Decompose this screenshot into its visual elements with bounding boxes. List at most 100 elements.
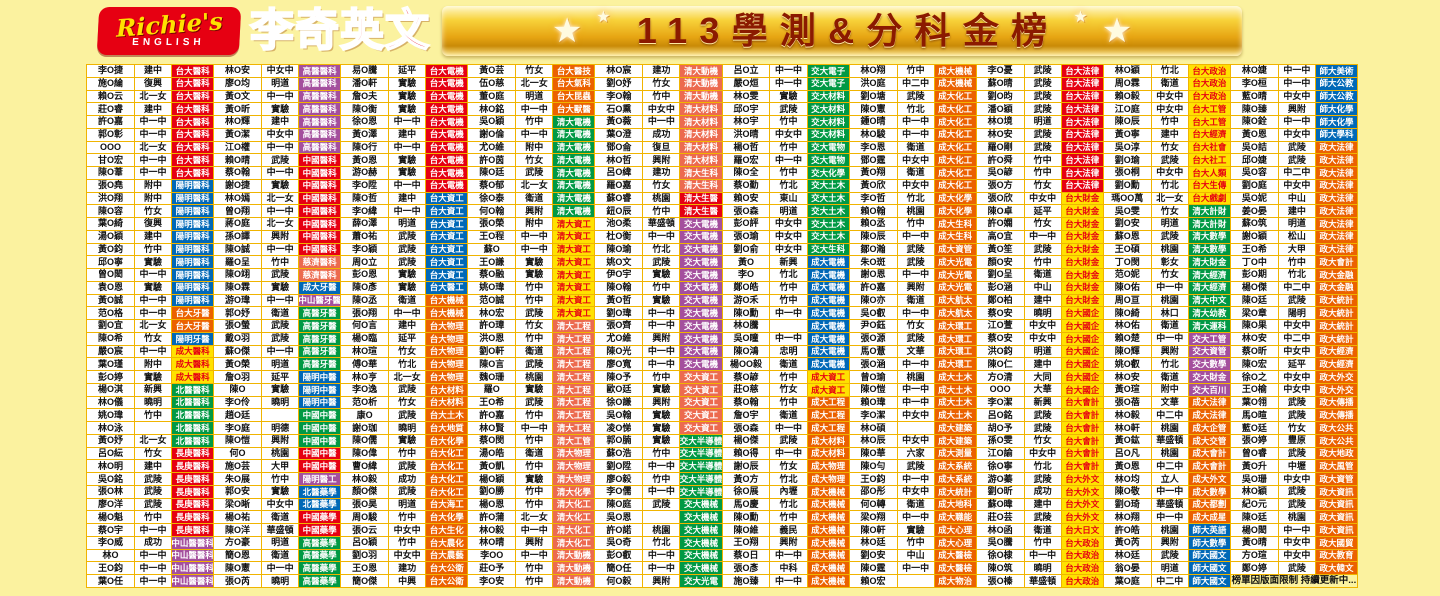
high-school-cell: 中女中 [1278, 371, 1315, 383]
student-name-cell: 陳O勻 [849, 460, 897, 473]
student-name-cell: 黃O恩 [341, 154, 389, 167]
high-school-cell: 竹北 [1151, 179, 1188, 192]
university-cell: 交大機械 [680, 562, 722, 575]
university-cell: 中國中醫 [299, 409, 341, 422]
student-name-cell: 陳O鴻 [722, 345, 770, 358]
student-name-cell: 林O穎 [1230, 485, 1278, 498]
high-school-cell: 實驗 [516, 383, 553, 396]
university-cell: 台大醫科 [172, 90, 214, 103]
high-school-cell: 建中 [389, 192, 426, 205]
high-school-cell: 武陵 [516, 358, 553, 371]
high-school-cell: 竹女 [516, 65, 553, 77]
high-school-cell: 中一中 [897, 473, 934, 485]
university-cell: 台大法律 [1061, 179, 1103, 192]
university-cell: 政大統計 [1315, 332, 1357, 345]
student-name-cell: 楊O閎 [1230, 524, 1278, 536]
high-school-cell: 中二中 [1278, 167, 1315, 179]
student-name-cell: 李O桓 [1230, 77, 1278, 90]
university-cell: 政大公共 [1315, 434, 1357, 447]
student-name-cell: 賴O毅 [1103, 90, 1151, 103]
high-school-cell: 武陵 [1151, 154, 1188, 167]
university-cell: 政大傳播 [1315, 409, 1357, 422]
student-name-cell: 紀O元 [1230, 498, 1278, 511]
university-cell: 台大外文 [1061, 473, 1103, 485]
university-cell: 交大機械 [680, 524, 722, 536]
university-cell: 清大動機 [680, 90, 722, 103]
student-name-cell: 林O婕 [1230, 65, 1278, 77]
high-school-cell: 中一中 [134, 167, 172, 179]
university-cell: 成大地科 [934, 498, 976, 511]
high-school-cell: 竹女 [1151, 269, 1188, 281]
high-school-cell: 武陵 [1024, 128, 1061, 141]
student-name-cell: 蔡O安 [976, 307, 1024, 320]
student-name-cell: 杜O衡 [595, 230, 643, 243]
university-cell: 清大物理 [553, 447, 595, 460]
student-name-cell: 林O安 [1230, 332, 1278, 345]
student-name-cell: 郭O腩 [595, 434, 643, 447]
student-name-cell: 李O安 [468, 575, 516, 587]
high-school-cell: 延平 [1278, 358, 1315, 371]
student-name-cell: 廖O均 [214, 77, 261, 90]
high-school-cell: 衛道 [770, 358, 807, 371]
student-name-cell: 李O恩 [849, 141, 897, 154]
university-cell: 台大地質 [426, 422, 468, 434]
student-name-cell: 許O皓 [1103, 524, 1151, 536]
student-name-cell: 張O榮 [468, 218, 516, 230]
student-name-cell: 李OO [468, 549, 516, 562]
student-name-cell: 李O逸 [341, 383, 389, 396]
student-name-cell: 鄒O瀚 [849, 243, 897, 256]
high-school-cell: 中女中 [1278, 383, 1315, 396]
high-school-cell: 竹女 [134, 447, 172, 460]
student-name-cell: 蔡O日 [722, 549, 770, 562]
student-name-cell: 尹O鈺 [849, 320, 897, 332]
university-cell: 長庚醫科 [172, 511, 214, 524]
high-school-cell: 武陵 [134, 498, 172, 511]
university-cell: 台大醫工 [426, 281, 468, 294]
university-cell: 台大會計 [1061, 460, 1103, 473]
high-school-cell: 竹中 [643, 281, 680, 294]
university-cell: 台大公衛 [426, 562, 468, 575]
university-cell: 清大數學 [1188, 243, 1230, 256]
university-cell: 成大機械 [807, 511, 849, 524]
high-school-cell: 文華 [897, 345, 934, 358]
student-name-cell: 郭O妤 [214, 307, 261, 320]
high-school-cell: 武陵 [1024, 90, 1061, 103]
student-name-cell: 李O捷 [87, 65, 134, 77]
student-name-cell: 陳O光 [595, 345, 643, 358]
university-cell: 成大物理 [807, 460, 849, 473]
high-school-cell: 六家 [897, 447, 934, 460]
high-school-cell: 大華 [1024, 383, 1061, 396]
university-cell: 台大財金 [1061, 230, 1103, 243]
high-school-cell: 實驗 [389, 103, 426, 116]
university-cell: 成大外文 [1188, 473, 1230, 485]
student-name-cell: 張O翔 [341, 307, 389, 320]
high-school-cell: 內壢 [770, 485, 807, 498]
university-cell: 台大醫科 [172, 141, 214, 154]
high-school-cell: 明道 [1278, 218, 1315, 230]
high-school-cell: 竹中 [516, 498, 553, 511]
high-school-cell: 義民 [770, 524, 807, 536]
university-cell: 台大人類 [1188, 167, 1230, 179]
high-school-cell: 竹中 [516, 434, 553, 447]
student-name-cell: 黃O潔 [214, 128, 261, 141]
student-name-cell: 林O亨 [341, 371, 389, 383]
student-name-cell: 賴O瑋 [849, 396, 897, 409]
student-name-cell: 林O廷 [849, 536, 897, 549]
student-name-cell: 邱O宇 [722, 103, 770, 116]
student-name-cell: 陳O佑 [1103, 281, 1151, 294]
university-cell: 成大電機 [807, 294, 849, 307]
high-school-cell: 桃園 [262, 447, 299, 460]
student-name-cell: 丁O閔 [1103, 256, 1151, 269]
brand-title: 李奇英文 [249, 5, 430, 56]
student-name-cell: 游O赫 [341, 167, 389, 179]
student-name-cell: 葉O綺 [87, 218, 134, 230]
high-school-cell: 竹中 [516, 281, 553, 294]
student-name-cell: 陳O [214, 383, 261, 396]
university-cell: 成大化工 [934, 90, 976, 103]
high-school-cell: 中女中 [897, 409, 934, 422]
university-cell: 成大資工 [807, 371, 849, 383]
university-cell: 政大資訊 [1315, 498, 1357, 511]
student-name-cell: 陳O亦 [849, 294, 897, 307]
high-school-cell: 中一中 [389, 116, 426, 128]
student-name-cell: 陳O綺 [1103, 307, 1151, 320]
